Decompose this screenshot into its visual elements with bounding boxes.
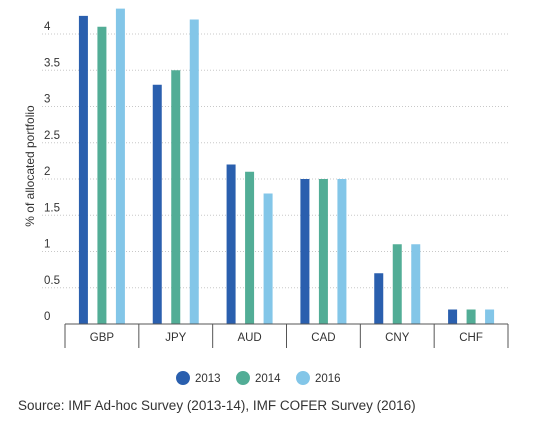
bar — [171, 70, 181, 324]
x-tick-label: JPY — [165, 332, 186, 344]
y-tick-label: 2.5 — [44, 130, 60, 142]
bar — [374, 273, 384, 324]
y-tick-labels: 0 0.5 1 1.5 2 2.5 3 3.5 4 — [44, 21, 60, 323]
bar — [318, 179, 328, 324]
y-tick-label: 0 — [44, 311, 50, 323]
y-tick-label: 3.5 — [44, 57, 60, 69]
x-tick-labels: GBP JPY AUD CAD CNY CHF — [90, 332, 483, 344]
bar — [300, 179, 310, 324]
legend-label: 2014 — [255, 373, 281, 385]
bar — [411, 244, 421, 324]
bar — [226, 164, 236, 324]
bar — [245, 171, 255, 324]
bar — [97, 26, 107, 324]
y-tick-label: 4 — [44, 21, 51, 33]
x-tick-label: CAD — [311, 332, 335, 344]
bar — [485, 309, 495, 324]
bar — [115, 8, 125, 324]
y-tick-label: 2 — [44, 166, 50, 178]
bars — [78, 8, 495, 324]
legend-swatch — [236, 371, 250, 385]
legend-label: 2013 — [195, 373, 221, 385]
source-note: Source: IMF Ad-hoc Survey (2013-14), IMF… — [18, 398, 416, 413]
legend-label: 2016 — [315, 373, 341, 385]
x-tick-label: AUD — [237, 332, 261, 344]
bar — [337, 179, 347, 324]
x-tick-label: CHF — [459, 332, 483, 344]
bar — [466, 309, 476, 324]
gridlines — [42, 33, 508, 289]
y-tick-label: 1 — [44, 239, 50, 251]
y-tick-label: 0.5 — [44, 275, 60, 287]
y-tick-label: 1.5 — [44, 202, 60, 214]
x-tick-label: CNY — [385, 332, 410, 344]
legend-swatch — [176, 371, 190, 385]
y-axis-label: % of allocated portfolio — [23, 105, 37, 227]
bar — [152, 84, 162, 324]
x-axis — [64, 323, 509, 348]
legend: 2013 2014 2016 — [176, 371, 341, 385]
legend-swatch — [296, 371, 310, 385]
x-tick-label: GBP — [90, 332, 115, 344]
bar — [189, 19, 199, 324]
bar — [263, 193, 273, 324]
bar — [448, 309, 458, 324]
bar — [392, 244, 402, 324]
y-tick-label: 3 — [44, 94, 50, 106]
bar — [78, 15, 88, 324]
